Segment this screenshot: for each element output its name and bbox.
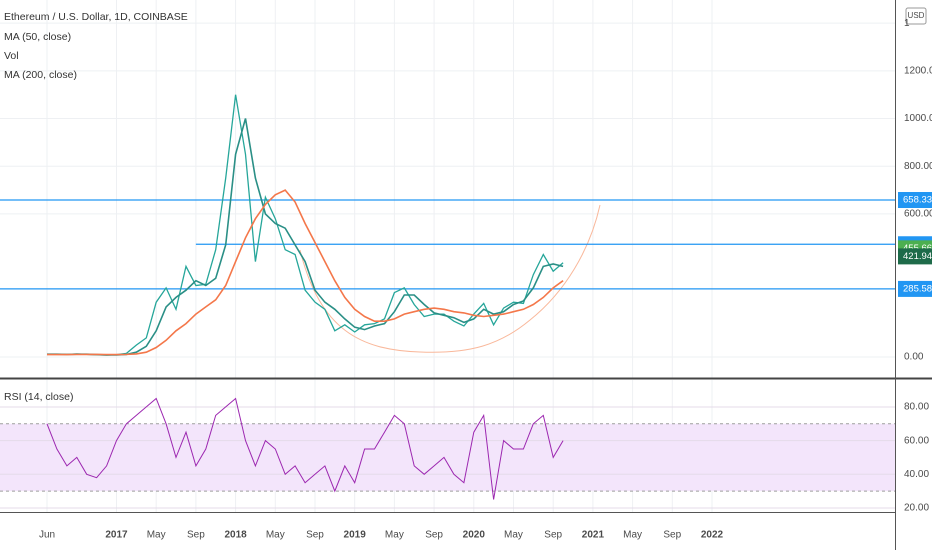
y-tick-label: 1200.00: [904, 65, 932, 76]
x-tick-label: Jun: [39, 530, 55, 541]
x-tick-label: May: [266, 530, 285, 541]
rsi-tick-label: 40.00: [904, 469, 929, 480]
x-tick-label: 2019: [344, 530, 367, 541]
price-badge-label: 421.94: [903, 251, 932, 262]
plot: [0, 94, 895, 500]
x-tick-label: 2017: [105, 530, 128, 541]
price-badge-label: 658.33: [903, 195, 932, 206]
rsi-tick-label: 20.00: [904, 503, 929, 514]
y-tick-label: 1: [904, 18, 910, 29]
x-tick-label: Sep: [306, 530, 324, 541]
x-tick-label: Sep: [544, 530, 562, 541]
price-badge-label: 455.66: [903, 243, 932, 254]
x-tick-label: 2022: [701, 530, 724, 541]
x-tick-label: 2021: [582, 530, 605, 541]
currency[interactable]: USD: [908, 11, 925, 20]
series-line: [47, 189, 564, 356]
rsi-line: [46, 397, 564, 500]
y-tick-label: 800.00: [904, 161, 932, 172]
y-tick-label: 1000.00: [904, 113, 932, 124]
x-tick-label: May: [504, 530, 523, 541]
legend-vol[interactable]: Vol: [4, 50, 19, 62]
price-badge: [898, 192, 932, 209]
currency-box[interactable]: [905, 7, 927, 25]
price-badge-label: 285.58: [903, 283, 932, 294]
x-tick-label: 2018: [224, 530, 247, 541]
x-tick-label: May: [385, 530, 404, 541]
drawing-curve: [299, 204, 601, 353]
x-tick-label: May: [147, 530, 166, 541]
legend-title: Ethereum / U.S. Dollar, 1D, COINBASE: [4, 11, 188, 23]
grid: [0, 0, 895, 512]
rsi-band: [0, 423, 895, 492]
x-tick-label: Sep: [663, 530, 681, 541]
price-badge: [898, 248, 932, 265]
series-line: [47, 94, 564, 356]
y-tick-label: 0.00: [904, 352, 924, 363]
legend-ma50[interactable]: MA (50, close): [4, 31, 71, 43]
x-tick-label: Sep: [425, 530, 443, 541]
rsi-tick-label: 80.00: [904, 402, 929, 413]
y-tick-label: 600.00: [904, 209, 932, 220]
price-badge: [898, 280, 932, 297]
x-tick-label: May: [623, 530, 642, 541]
legend-rsi[interactable]: RSI (14, close): [4, 391, 73, 403]
legend-ma200[interactable]: MA (200, close): [4, 69, 77, 81]
x-tick-label: Sep: [187, 530, 205, 541]
rsi-tick-label: 60.00: [904, 435, 929, 446]
series-line: [47, 118, 564, 356]
x-tick-label: 2020: [463, 530, 486, 541]
